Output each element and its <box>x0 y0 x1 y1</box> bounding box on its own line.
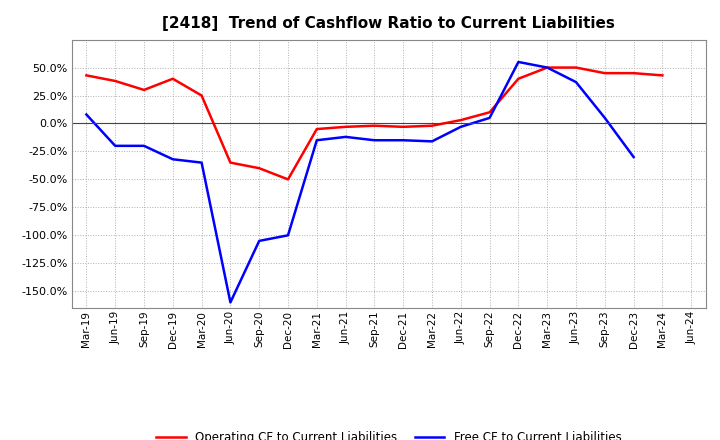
Free CF to Current Liabilities <box>226 300 235 305</box>
Operating CF to Current Liabilities <box>140 87 148 92</box>
Free CF to Current Liabilities <box>399 138 408 143</box>
Operating CF to Current Liabilities <box>572 65 580 70</box>
Operating CF to Current Liabilities <box>312 126 321 132</box>
Line: Free CF to Current Liabilities: Free CF to Current Liabilities <box>86 62 634 302</box>
Operating CF to Current Liabilities <box>600 70 609 76</box>
Title: [2418]  Trend of Cashflow Ratio to Current Liabilities: [2418] Trend of Cashflow Ratio to Curren… <box>163 16 615 32</box>
Operating CF to Current Liabilities <box>456 117 465 123</box>
Free CF to Current Liabilities <box>168 157 177 162</box>
Operating CF to Current Liabilities <box>428 123 436 128</box>
Free CF to Current Liabilities <box>543 65 552 70</box>
Free CF to Current Liabilities <box>456 124 465 129</box>
Operating CF to Current Liabilities <box>629 70 638 76</box>
Legend: Operating CF to Current Liabilities, Free CF to Current Liabilities: Operating CF to Current Liabilities, Fre… <box>151 427 626 440</box>
Free CF to Current Liabilities <box>514 59 523 65</box>
Free CF to Current Liabilities <box>197 160 206 165</box>
Operating CF to Current Liabilities <box>255 165 264 171</box>
Operating CF to Current Liabilities <box>514 76 523 81</box>
Free CF to Current Liabilities <box>255 238 264 243</box>
Free CF to Current Liabilities <box>284 233 292 238</box>
Free CF to Current Liabilities <box>428 139 436 144</box>
Free CF to Current Liabilities <box>572 80 580 85</box>
Operating CF to Current Liabilities <box>168 76 177 81</box>
Operating CF to Current Liabilities <box>341 124 350 129</box>
Free CF to Current Liabilities <box>82 112 91 117</box>
Operating CF to Current Liabilities <box>658 73 667 78</box>
Operating CF to Current Liabilities <box>111 78 120 84</box>
Operating CF to Current Liabilities <box>226 160 235 165</box>
Free CF to Current Liabilities <box>111 143 120 148</box>
Free CF to Current Liabilities <box>341 134 350 139</box>
Free CF to Current Liabilities <box>140 143 148 148</box>
Free CF to Current Liabilities <box>370 138 379 143</box>
Operating CF to Current Liabilities <box>197 93 206 98</box>
Operating CF to Current Liabilities <box>370 123 379 128</box>
Free CF to Current Liabilities <box>485 115 494 121</box>
Operating CF to Current Liabilities <box>82 73 91 78</box>
Free CF to Current Liabilities <box>600 115 609 121</box>
Operating CF to Current Liabilities <box>284 177 292 182</box>
Free CF to Current Liabilities <box>312 138 321 143</box>
Line: Operating CF to Current Liabilities: Operating CF to Current Liabilities <box>86 68 662 180</box>
Operating CF to Current Liabilities <box>543 65 552 70</box>
Operating CF to Current Liabilities <box>399 124 408 129</box>
Free CF to Current Liabilities <box>629 154 638 160</box>
Operating CF to Current Liabilities <box>485 110 494 115</box>
